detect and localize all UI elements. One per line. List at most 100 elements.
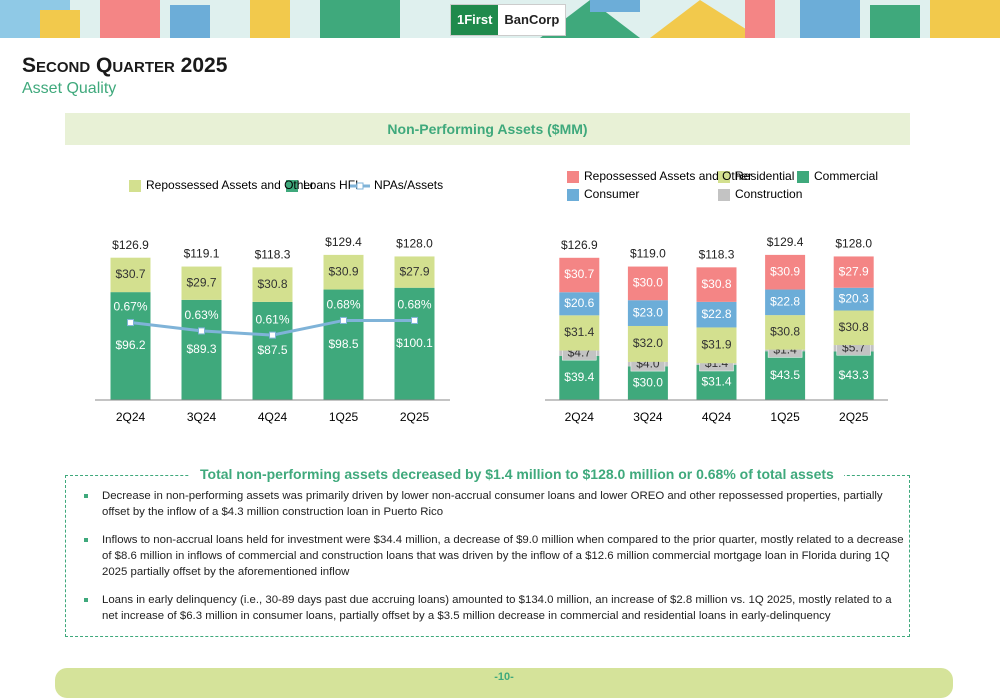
bar-segment: [559, 292, 600, 316]
bar-value-label: $43.5: [770, 368, 800, 382]
bullet-list: Decrease in non-performing assets was pr…: [84, 488, 904, 636]
bar-value-label: $30.8: [770, 325, 800, 339]
bar-value-label: $20.6: [564, 296, 594, 310]
bar-value-label: $100.1: [396, 336, 433, 350]
banner-shape: [170, 5, 210, 38]
logo-mark: 1First: [451, 5, 499, 35]
legend-swatch: [718, 189, 730, 201]
bar-segment: [627, 366, 668, 400]
legend-swatch: [567, 189, 579, 201]
legend-label: Loans HFI: [303, 178, 358, 192]
bar-segment: [559, 355, 600, 400]
bar-segment: [833, 310, 874, 346]
bar-segment: [394, 287, 435, 400]
line-value-label: 0.68%: [397, 298, 431, 312]
bar-segment: [696, 267, 737, 302]
legend-swatch: [286, 180, 298, 192]
legend-marker: [356, 182, 364, 190]
banner-shape: [800, 0, 860, 38]
total-label: $129.4: [767, 235, 804, 249]
bar-value-label: $31.4: [701, 375, 731, 389]
bar-segment: [833, 351, 874, 400]
logo-name: BanCorp: [504, 12, 560, 27]
banner-shape: [40, 10, 80, 38]
x-tick-label: 3Q24: [187, 410, 217, 424]
bar-segment: [323, 289, 364, 400]
bar-segment: [110, 257, 151, 293]
total-label: $126.9: [561, 238, 598, 252]
total-label: $128.0: [396, 237, 433, 251]
legend-label: Construction: [735, 187, 802, 201]
bullet: Inflows to non-accrual loans held for in…: [84, 532, 904, 580]
banner-shape: [870, 5, 920, 38]
x-tick-label: 1Q25: [770, 410, 800, 424]
legend-label: Repossessed Assets and Other: [146, 178, 314, 192]
banner-shape: [320, 0, 400, 38]
bar-segment: [833, 256, 874, 288]
line-point: [340, 316, 347, 324]
title: Second Quarter 2025: [22, 54, 228, 77]
legend-swatch: [129, 180, 141, 192]
legend-swatch: [797, 171, 809, 183]
bar-value-label: $98.5: [328, 337, 358, 351]
total-label: $118.3: [699, 248, 735, 262]
legend-label: Repossessed Assets and Other: [584, 169, 752, 183]
banner-shape: [650, 0, 760, 38]
banner-shape: [250, 0, 290, 38]
bar-segment: [627, 300, 668, 326]
total-label: $119.1: [184, 247, 220, 261]
bullet: Decrease in non-performing assets was pr…: [84, 488, 904, 520]
legend-swatch: [718, 171, 730, 183]
total-label: $119.0: [630, 247, 666, 261]
bar-value-label: $27.9: [399, 264, 429, 278]
bar-segment: [765, 289, 806, 316]
bar-value-label: $30.9: [770, 264, 800, 278]
bar-value-label: $29.7: [186, 275, 216, 289]
line-point: [127, 319, 134, 327]
total-label: $128.0: [835, 237, 872, 251]
bar-value-label: $30.8: [257, 277, 287, 291]
logo: 1First BanCorp: [450, 4, 567, 36]
bar-segment: [252, 301, 293, 400]
legend-label: NPAs/Assets: [374, 178, 443, 192]
x-tick-label: 3Q24: [633, 410, 663, 424]
bar-value-label: $30.8: [701, 277, 731, 291]
line-point: [411, 316, 418, 324]
bar-segment: [765, 254, 806, 290]
bar-value-label: $22.8: [770, 294, 800, 308]
bar-value-label: $30.0: [633, 375, 663, 389]
bar-segment: [559, 257, 600, 293]
summary-heading: Total non-performing assets decreased by…: [190, 466, 844, 482]
bar-segment: [252, 267, 293, 302]
bar-value-label: $87.5: [257, 343, 287, 357]
line-value-label: 0.68%: [326, 298, 360, 312]
bar-value-label: $23.0: [633, 305, 663, 319]
legend-swatch: [567, 171, 579, 183]
section-title: Non-Performing Assets ($MM): [65, 113, 910, 145]
bar-value-label: $30.9: [328, 264, 358, 278]
bar-value-label: $22.8: [701, 307, 731, 321]
bar-segment: [559, 315, 600, 351]
legend-label: Residential: [735, 169, 794, 183]
bar-value-label: $43.3: [839, 368, 869, 382]
bar-segment: [181, 266, 222, 300]
bar-segment: [110, 292, 151, 400]
legend-label: Consumer: [584, 187, 639, 201]
x-tick-label: 2Q25: [839, 410, 869, 424]
bar-segment: [833, 287, 874, 311]
bar-value-label: $30.0: [633, 276, 663, 290]
line-point: [269, 331, 276, 339]
line-point: [198, 327, 205, 335]
bar-value-label: $30.7: [564, 267, 594, 281]
bar-value-label: $89.3: [186, 342, 216, 356]
bar-segment: [627, 266, 668, 301]
bar-value-label: $96.2: [115, 338, 145, 352]
legend-label: Commercial: [814, 169, 878, 183]
x-tick-label: 2Q24: [565, 410, 595, 424]
bar-segment: [765, 351, 806, 400]
page-number: -10-: [494, 671, 514, 683]
banner-shape: [930, 0, 1000, 38]
x-tick-label: 2Q24: [116, 410, 146, 424]
line-value-label: 0.67%: [113, 300, 147, 314]
